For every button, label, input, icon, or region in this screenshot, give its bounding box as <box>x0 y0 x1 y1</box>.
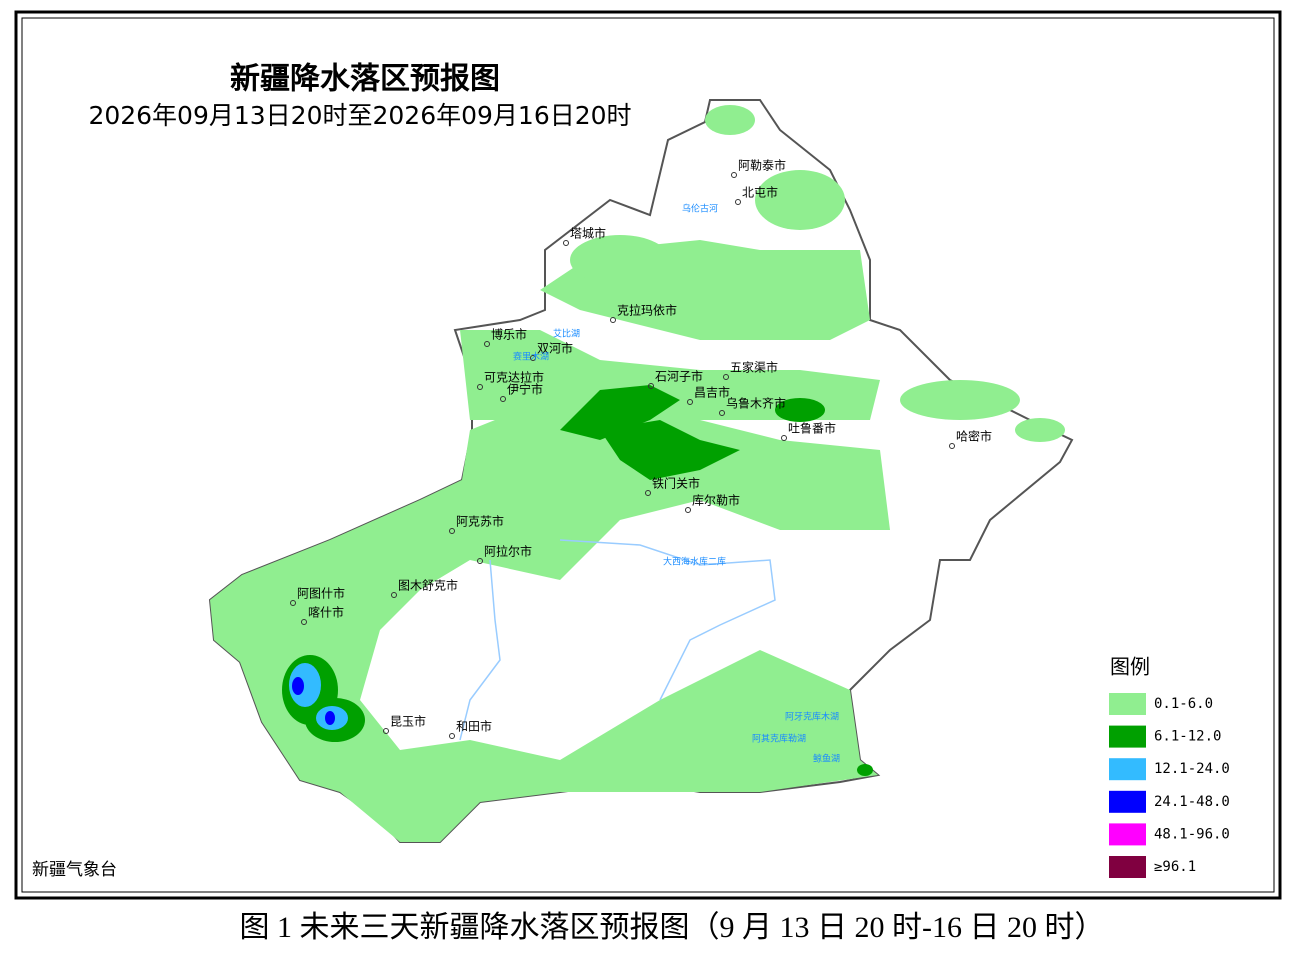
city-dot <box>735 199 741 205</box>
city-dot <box>530 355 536 361</box>
city-label: 和田市 <box>456 719 492 734</box>
city-label: 吐鲁番市 <box>788 421 836 436</box>
city-dot <box>563 240 569 246</box>
city-dot <box>949 443 955 449</box>
city-label: 库尔勒市 <box>692 493 740 508</box>
legend-swatch <box>1109 856 1146 878</box>
legend-swatch <box>1109 725 1146 748</box>
legend-label: 48.1-96.0 <box>1154 826 1230 842</box>
city-label: 双河市 <box>537 341 573 356</box>
city-dot <box>449 528 455 534</box>
city-label: 哈密市 <box>956 429 992 444</box>
map-subtitle: 2026年09月13日20时至2026年09月16日20时 <box>88 101 631 130</box>
city-label: 石河子市 <box>655 369 703 384</box>
city-dot <box>290 600 296 606</box>
city-label: 伊宁市 <box>507 382 543 397</box>
legend-swatch <box>1109 823 1146 846</box>
legend-swatch <box>1109 790 1146 813</box>
water-label: 大西海水库二库 <box>663 556 726 568</box>
legend-swatch <box>1109 693 1146 715</box>
city-label: 阿图什市 <box>297 586 345 601</box>
water-label: 赛里木湖 <box>513 351 549 363</box>
caption: 图 1 未来三天新疆降水落区预报图（9 月 13 日 20 时-16 日 20 … <box>240 911 1105 944</box>
city-label: 北屯市 <box>742 185 778 200</box>
water-label: 乌伦古河 <box>682 203 718 215</box>
city-label: 阿克苏市 <box>456 514 504 529</box>
legend-swatch <box>1109 758 1146 781</box>
city-label: 塔城市 <box>570 226 606 241</box>
legend-label: 0.1-6.0 <box>1154 696 1213 712</box>
city-label: 阿拉尔市 <box>484 544 532 559</box>
river <box>459 559 501 741</box>
city-dot <box>685 507 691 513</box>
city-label: 铁门关市 <box>652 476 700 491</box>
city-dot <box>484 341 490 347</box>
rain-light <box>210 105 1065 842</box>
legend-label: ≥96.1 <box>1154 859 1196 875</box>
city-label: 昌吉市 <box>694 385 730 400</box>
city-label: 昆玉市 <box>390 714 426 729</box>
city-dot <box>449 733 455 739</box>
city-dot <box>781 435 787 441</box>
rain-very-heavy <box>292 677 335 725</box>
water-label: 艾比湖 <box>553 328 580 340</box>
source: 新疆气象台 <box>32 860 117 880</box>
city-label: 博乐市 <box>491 327 527 342</box>
city-label: 可克达拉市 <box>484 370 544 385</box>
river <box>559 539 776 701</box>
water-label: 阿牙克库木湖 <box>785 711 839 723</box>
map-title: 新疆降水落区预报图 <box>230 62 500 97</box>
legend-label: 24.1-48.0 <box>1154 794 1230 810</box>
city-dot <box>391 592 397 598</box>
city-dot <box>648 383 654 389</box>
city-dot <box>687 399 693 405</box>
legend-label: 12.1-24.0 <box>1154 761 1230 777</box>
city-label: 五家渠市 <box>730 360 778 375</box>
city-dot <box>719 410 725 416</box>
city-label: 克拉玛依市 <box>617 303 677 318</box>
city-dot <box>301 619 307 625</box>
city-label: 图木舒克市 <box>398 578 458 593</box>
rain-heavy <box>289 663 348 730</box>
legend-label: 6.1-12.0 <box>1154 729 1221 745</box>
outer-frame <box>14 10 1282 900</box>
city-dot <box>477 558 483 564</box>
city-dot <box>610 317 616 323</box>
city-dot <box>477 384 483 390</box>
city-dot <box>731 172 737 178</box>
city-dot <box>500 396 506 402</box>
inner-frame <box>21 17 1275 893</box>
city-label: 阿勒泰市 <box>738 158 786 173</box>
city-dot <box>645 490 651 496</box>
water-label: 阿其克库勒湖 <box>752 733 806 745</box>
water-label: 鲸鱼湖 <box>813 753 840 765</box>
city-label: 乌鲁木齐市 <box>726 396 786 411</box>
city-dot <box>383 728 389 734</box>
city-dot <box>723 374 729 380</box>
city-label: 喀什市 <box>308 605 344 620</box>
legend-title: 图例 <box>1110 655 1150 679</box>
